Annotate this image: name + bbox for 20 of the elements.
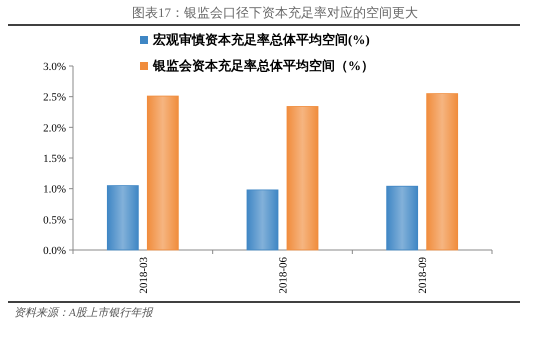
x-tick-label: 2018-06: [278, 256, 290, 294]
text: 资料来源：A股上市银行年报: [14, 306, 154, 319]
x-tick-label: 2018-03: [138, 256, 150, 294]
y-tick-label: 2.0%: [43, 122, 66, 134]
y-tick-label: 2.5%: [43, 92, 66, 104]
y-tick-label: 0.0%: [43, 245, 66, 257]
legend-label: 宏观审慎资本充足率总体平均空间(%): [152, 32, 370, 47]
bar: [146, 96, 179, 250]
x-tick-label: 2018-09: [417, 256, 430, 294]
y-tick-label: 1.5%: [43, 153, 66, 165]
y-tick-label: 1.0%: [43, 184, 66, 196]
bar: [246, 189, 278, 250]
chart-title: 图表17：银监会口径下资本充足率对应的空间更大: [132, 5, 418, 20]
bar: [386, 186, 418, 250]
y-tick-label: 0.5%: [43, 214, 66, 226]
y-tick-label: 3.0%: [43, 61, 66, 73]
bar: [426, 93, 458, 250]
legend-label: 银监会资本充足率总体平均空间（%）: [152, 58, 374, 73]
bar: [106, 185, 139, 250]
bar: [286, 106, 318, 250]
